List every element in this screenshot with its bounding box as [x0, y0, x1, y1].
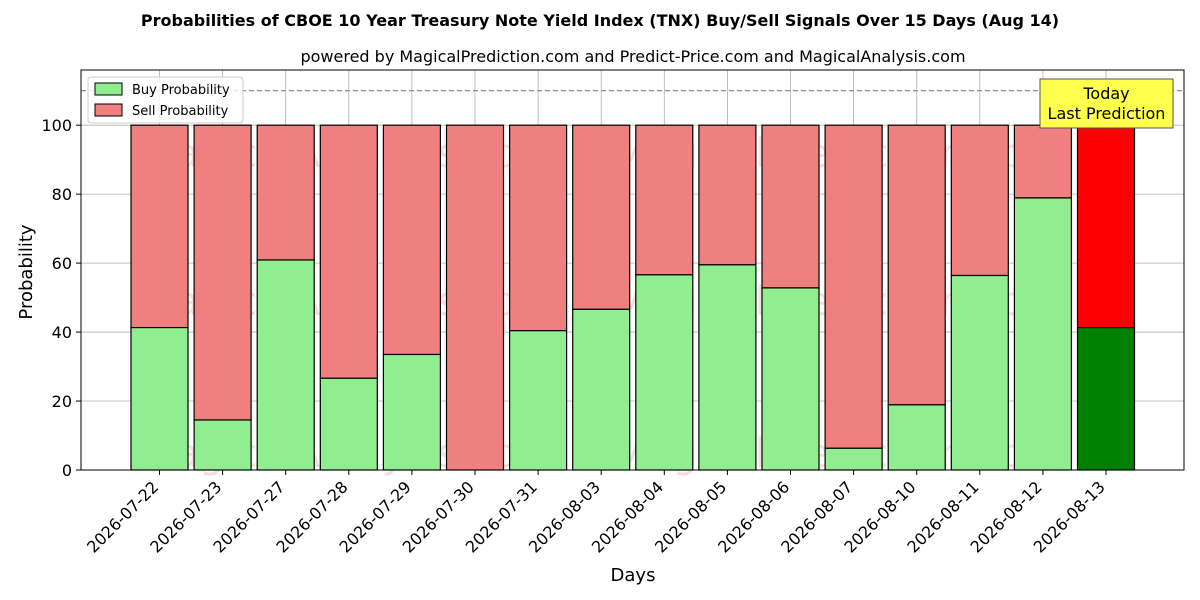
bar-buy-2026-08-11 [950, 274, 1009, 471]
bar-buy-2026-08-04 [635, 274, 694, 471]
bar-sell-2026-07-27 [256, 124, 315, 261]
bar-buy-2026-07-27 [256, 259, 315, 471]
y-tick-label: 40 [52, 323, 72, 342]
bar-buy-2026-07-29 [382, 353, 441, 471]
bar-sell-2026-08-07 [824, 124, 883, 449]
x-axis-label: Days [611, 565, 656, 586]
annotation-line-1: Last Prediction [1048, 104, 1166, 123]
bar-buy-2026-08-10 [887, 404, 946, 471]
bar-buy-2026-07-23 [193, 419, 252, 471]
bar-sell-2026-08-13 [1076, 124, 1136, 329]
plot-frame [80, 69, 1185, 471]
bar-buy-2026-08-05 [698, 264, 757, 471]
legend-swatch-1 [94, 103, 123, 117]
bar-sell-2026-07-30 [445, 124, 505, 471]
annotation-box [1039, 78, 1174, 129]
bar-sell-2026-07-29 [382, 124, 441, 356]
y-tick-label: 80 [52, 185, 72, 204]
legend-label-1: Sell Probability [132, 104, 229, 119]
bar-sell-2026-07-23 [193, 124, 252, 421]
bar-sell-2026-08-04 [635, 124, 694, 276]
y-tick-label: 60 [52, 254, 72, 273]
bar-buy-2026-08-12 [1013, 197, 1073, 471]
annotation-line-0: Today [1082, 84, 1129, 103]
bar-sell-2026-07-31 [509, 124, 568, 332]
bar-sell-2026-07-22 [130, 124, 189, 329]
bar-buy-2026-08-03 [572, 308, 631, 471]
legend: Buy Probability Sell Probability [87, 76, 244, 124]
bar-buy-2026-07-31 [509, 330, 568, 471]
bar-sell-2026-07-28 [319, 124, 378, 379]
bar-sell-2026-08-11 [950, 124, 1009, 277]
chart-subtitle: powered by MagicalPrediction.com and Pre… [300, 47, 965, 66]
bar-sell-2026-08-12 [1013, 124, 1073, 199]
y-axis-label: Probability [16, 224, 37, 319]
bar-buy-2026-08-06 [761, 287, 820, 471]
bars [130, 124, 1136, 471]
bar-sell-2026-08-05 [698, 124, 757, 266]
bar-buy-2026-07-28 [319, 377, 378, 471]
bar-buy-2026-08-13 [1076, 326, 1136, 471]
chart-title: Probabilities of CBOE 10 Year Treasury N… [141, 11, 1059, 30]
bar-buy-2026-08-07 [824, 447, 883, 471]
legend-swatch-0 [94, 82, 123, 96]
legend-box [87, 76, 244, 124]
legend-label-0: Buy Probability [132, 83, 230, 98]
y-tick-label: 20 [52, 392, 72, 411]
bar-buy-2026-07-22 [130, 326, 189, 471]
y-tick-label: 0 [62, 461, 72, 480]
bar-sell-2026-08-06 [761, 124, 820, 289]
bar-sell-2026-08-03 [572, 124, 631, 310]
bar-sell-2026-08-10 [887, 124, 946, 406]
y-tick-label: 100 [41, 116, 72, 135]
